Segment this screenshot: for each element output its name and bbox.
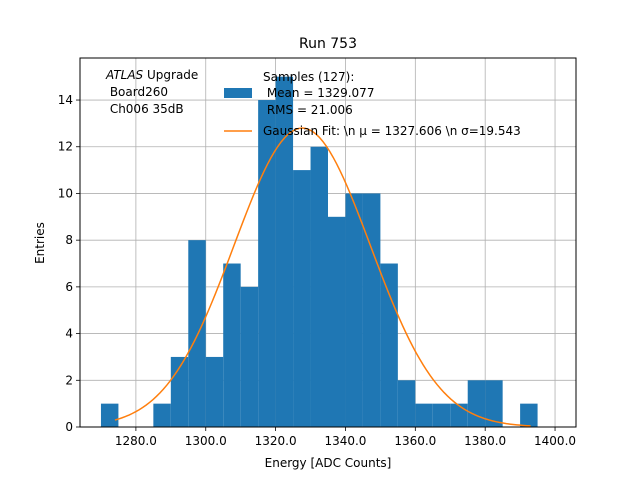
histogram-bar	[520, 403, 538, 427]
annotation-line-3: Ch006 35dB	[106, 102, 184, 116]
annotation-line-1: ATLAS Upgrade	[105, 68, 198, 82]
histogram-bar	[223, 263, 241, 427]
histogram-bar	[485, 380, 503, 427]
legend-hist-line-3: RMS = 21.006	[263, 103, 353, 117]
y-tick-label: 2	[65, 373, 73, 387]
histogram-bar	[450, 403, 468, 427]
chart-title: Run 753	[299, 36, 357, 52]
histogram-bar	[188, 240, 206, 427]
histogram-bars	[100, 76, 538, 428]
x-axis-ticks: 1280.0 1300.0 1320.0 1340.0 1360.0 1380.0 1400…	[115, 427, 576, 448]
y-tick-label: 4	[65, 327, 73, 341]
legend: Samples (127): Mean = 1329.077 RMS = 21.…	[224, 70, 521, 138]
histogram-bar	[310, 146, 328, 428]
y-tick-label: 0	[65, 420, 73, 434]
histogram-bar	[153, 403, 171, 427]
y-tick-label: 12	[58, 140, 73, 154]
histogram-bar	[467, 380, 486, 427]
x-tick-label: 1280.0	[115, 434, 157, 448]
histogram-bar	[380, 263, 398, 427]
histogram-bar	[432, 403, 451, 427]
y-tick-label: 6	[65, 280, 73, 294]
plot-frame	[79, 57, 577, 428]
x-tick-label: 1320.0	[255, 434, 297, 448]
legend-hist-swatch	[224, 88, 252, 98]
legend-hist-line-2: Mean = 1329.077	[263, 86, 374, 100]
legend-fit-label: Gaussian Fit: \n μ = 1327.606 \n σ=19.54…	[263, 124, 521, 138]
histogram-bar	[100, 403, 119, 427]
y-tick-label: 10	[58, 186, 73, 200]
legend-hist-line-1: Samples (127):	[263, 70, 354, 84]
histogram-bar	[345, 193, 363, 427]
atlas-annotation: ATLAS Upgrade Board260 Ch006 35dB	[105, 68, 198, 116]
x-tick-label: 1380.0	[464, 434, 506, 448]
histogram-bar	[415, 403, 433, 427]
histogram-bar	[258, 100, 276, 428]
gaussian-fit-curve	[114, 127, 531, 427]
x-tick-label: 1400.0	[534, 434, 576, 448]
annotation-line-2: Board260	[106, 85, 168, 99]
histogram-bar	[293, 170, 311, 428]
x-tick-label: 1360.0	[394, 434, 436, 448]
x-tick-label: 1340.0	[324, 434, 366, 448]
histogram-bar	[362, 193, 381, 427]
x-tick-label: 1300.0	[185, 434, 227, 448]
histogram-bar	[205, 356, 224, 427]
x-axis-label: Energy [ADC Counts]	[265, 456, 392, 470]
histogram-bar	[397, 380, 416, 427]
histogram-bar	[240, 286, 259, 427]
histogram-bar	[328, 216, 346, 427]
histogram-bar	[275, 76, 294, 428]
y-axis-label: Entries	[33, 222, 47, 264]
y-axis-ticks: 0 2 4 6 8 10 12 14	[58, 93, 80, 434]
y-tick-label: 14	[58, 93, 73, 107]
y-tick-label: 8	[65, 233, 73, 247]
